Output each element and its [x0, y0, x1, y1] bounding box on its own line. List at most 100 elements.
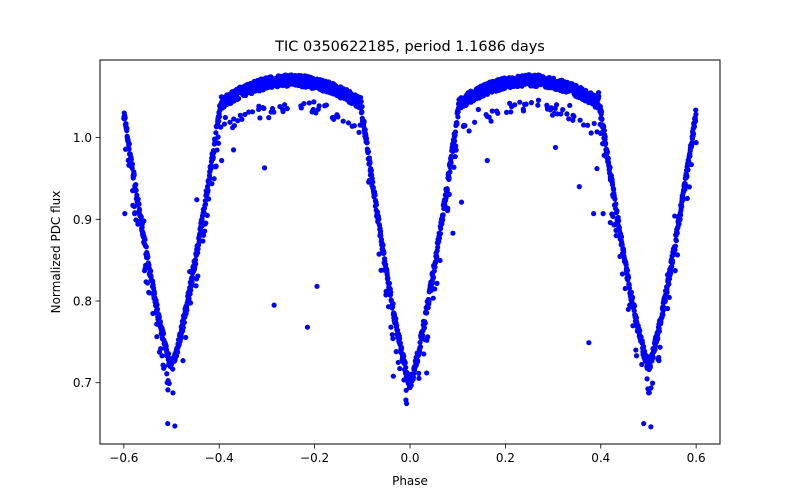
outlier-point: [180, 358, 186, 364]
data-point: [231, 116, 237, 122]
data-point: [440, 217, 446, 223]
data-point: [128, 156, 134, 162]
data-point: [650, 354, 656, 361]
data-point: [421, 325, 428, 331]
data-point: [390, 335, 396, 342]
data-point: [402, 360, 408, 366]
data-point: [599, 116, 605, 122]
x-tick-label: 0.2: [496, 451, 515, 465]
data-point: [432, 286, 438, 292]
data-point: [693, 140, 699, 146]
data-point: [591, 120, 597, 127]
data-point: [629, 294, 636, 300]
data-point: [674, 252, 681, 258]
data-point: [298, 105, 304, 111]
data-point: [129, 161, 136, 167]
outlier-point: [586, 340, 592, 346]
data-point: [445, 205, 451, 211]
data-point: [170, 390, 176, 396]
data-point: [150, 310, 156, 317]
data-point: [386, 280, 393, 286]
data-point: [374, 209, 381, 215]
data-point: [202, 201, 209, 207]
data-point: [420, 332, 426, 338]
data-point: [157, 319, 163, 325]
outlier-point: [484, 157, 490, 164]
data-point: [183, 334, 189, 341]
data-point: [677, 217, 683, 223]
outlier-point: [576, 184, 582, 190]
data-point: [425, 334, 431, 340]
data-point: [417, 344, 424, 350]
outlier-point: [172, 423, 178, 429]
data-point: [166, 380, 172, 387]
data-point: [235, 118, 241, 124]
data-point: [601, 127, 607, 134]
data-point: [550, 75, 557, 81]
data-point: [603, 140, 609, 147]
data-point: [133, 187, 139, 193]
data-point: [564, 111, 570, 117]
data-point: [677, 212, 684, 218]
outlier-point: [656, 358, 662, 364]
data-point: [624, 267, 631, 274]
data-point: [447, 169, 453, 175]
outlier-point: [230, 147, 237, 153]
data-point: [664, 289, 670, 295]
x-axis: −0.6 −0.4 −0.2 0.0 0.2 0.4 0.6: [109, 444, 706, 465]
data-point: [368, 167, 374, 174]
y-axis: 0.7 0.8 0.9 1.0: [73, 131, 100, 390]
data-point: [437, 257, 443, 264]
data-point: [192, 257, 199, 263]
outlier-point: [607, 219, 613, 226]
data-point: [323, 102, 330, 108]
data-point: [136, 206, 143, 212]
data-point: [610, 213, 616, 220]
data-point: [452, 129, 459, 135]
data-point: [625, 306, 631, 312]
outlier-point: [688, 161, 694, 168]
data-point: [195, 250, 201, 256]
data-point: [218, 124, 224, 130]
data-point: [446, 175, 452, 181]
data-point: [682, 186, 688, 192]
y-tick-label: 0.9: [73, 213, 92, 227]
data-point: [271, 109, 277, 115]
outlier-point: [552, 144, 559, 151]
data-point: [523, 101, 529, 107]
data-point: [126, 146, 132, 152]
data-point: [394, 323, 400, 329]
outlier-points: [122, 144, 694, 430]
outlier-point: [194, 197, 200, 203]
data-point: [249, 109, 256, 115]
data-point: [367, 159, 373, 165]
data-point: [147, 290, 153, 296]
data-point: [215, 134, 221, 140]
data-point: [584, 122, 591, 128]
outlier-point: [648, 424, 654, 430]
data-point: [281, 102, 288, 108]
data-point: [408, 382, 414, 388]
data-point: [213, 163, 219, 169]
data-point: [628, 289, 635, 295]
data-point: [231, 123, 237, 129]
data-point: [508, 109, 514, 115]
data-point: [160, 331, 167, 337]
outlier-point: [148, 273, 154, 280]
data-point: [372, 192, 378, 198]
data-point: [609, 182, 616, 188]
data-point: [455, 114, 461, 120]
outlier-point: [641, 420, 647, 427]
data-point: [453, 147, 459, 153]
chart-title: TIC 0350622185, period 1.1686 days: [274, 39, 545, 55]
data-point: [588, 130, 594, 136]
outlier-point: [164, 371, 170, 377]
data-point: [393, 349, 399, 355]
data-point: [607, 164, 613, 171]
data-point: [462, 123, 468, 129]
data-point: [154, 306, 161, 312]
data-point: [357, 94, 364, 101]
outlier-point: [624, 275, 630, 281]
outlier-point: [594, 166, 600, 172]
